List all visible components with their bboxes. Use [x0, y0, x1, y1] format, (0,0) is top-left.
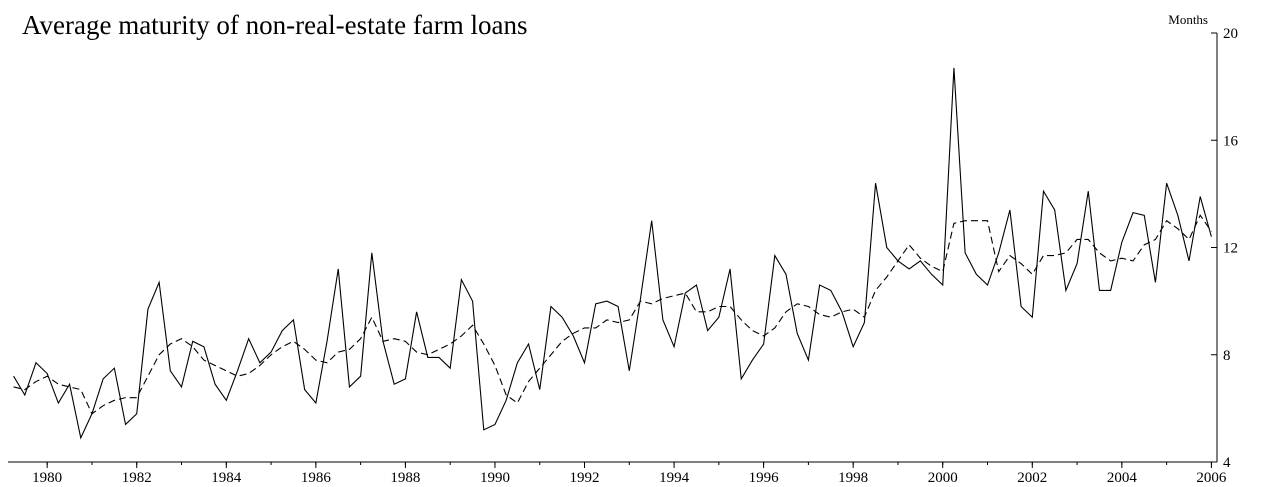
- y-tick-label: 8: [1223, 348, 1231, 364]
- y-tick-label: 4: [1223, 455, 1231, 471]
- series-line-solid: [13, 67, 1212, 440]
- x-tick-label: 2004: [1107, 470, 1138, 486]
- y-tick-label: 16: [1223, 133, 1239, 149]
- x-tick-label: 1986: [301, 470, 332, 486]
- y-tick-label: 12: [1223, 241, 1238, 257]
- x-tick-label: 1988: [390, 470, 420, 486]
- chart-title: Average maturity of non-real-estate farm…: [22, 10, 528, 40]
- x-tick-label: 2000: [928, 470, 958, 486]
- x-tick-label: 2002: [1017, 470, 1047, 486]
- x-tick-label: 1980: [32, 470, 62, 486]
- x-tick-label: 1982: [122, 470, 152, 486]
- x-tick-label: 1998: [838, 470, 868, 486]
- x-axis-ticks: 1980 1982 1984 1986 1988 1990 1992 1994 1996 1998…: [32, 462, 1227, 486]
- x-tick-label: 1992: [570, 470, 600, 486]
- series-line-dashed: [13, 214, 1212, 415]
- x-tick-label: 2006: [1196, 470, 1227, 486]
- x-tick-label: 1984: [211, 470, 242, 486]
- series-group: [13, 67, 1212, 440]
- y-tick-label: 20: [1223, 26, 1238, 42]
- y-axis-unit-label: Months: [1168, 12, 1208, 27]
- x-tick-label: 1994: [659, 470, 690, 486]
- x-tick-label: 1996: [749, 470, 780, 486]
- axes: [8, 33, 1218, 463]
- x-tick-label: 1990: [480, 470, 510, 486]
- y-axis-ticks: 4 8 12 16 20: [1211, 26, 1239, 471]
